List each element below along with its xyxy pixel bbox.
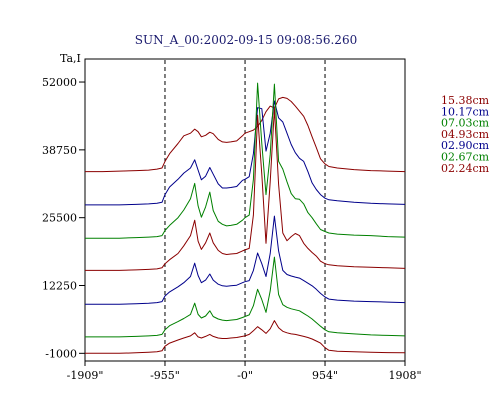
series-line-6 <box>85 256 406 338</box>
x-axis: -1909" -955" -0" 954" 1908" <box>67 361 422 382</box>
x-tick-label: 1908" <box>388 369 421 382</box>
series-line-4 <box>85 108 406 271</box>
y-tick-label: 25500 <box>42 212 77 225</box>
series-line-1 <box>85 96 406 173</box>
x-tick-label: -0" <box>237 369 253 382</box>
series-lines <box>85 82 406 354</box>
x-tick-label: -955" <box>150 369 180 382</box>
series-line-3 <box>85 82 406 239</box>
x-tick-label: 954" <box>312 369 338 382</box>
legend-entry: 10.17cm <box>441 105 490 118</box>
legend-entry: 07.03cm <box>441 117 490 130</box>
legend-entry: 02.90cm <box>441 139 490 152</box>
legend-entry: 02.67cm <box>441 151 490 164</box>
legend-entry: 04.93cm <box>441 128 490 141</box>
legend-entry: 02.24cm <box>441 162 490 175</box>
y-axis: 52000 38750 25500 12250 -1000 <box>42 76 85 360</box>
legend: 15.38cm10.17cm07.03cm04.93cm02.90cm02.67… <box>441 94 490 175</box>
reference-lines <box>164 60 326 361</box>
y-tick-label: -1000 <box>45 347 77 360</box>
series-line-7 <box>85 320 406 354</box>
y-tick-label: 38750 <box>42 144 77 157</box>
y-tick-label: 12250 <box>42 280 77 293</box>
series-line-2 <box>85 100 406 206</box>
legend-entry: 15.38cm <box>441 94 490 107</box>
series-line-5 <box>85 215 406 305</box>
y-axis-label: Ta,I <box>60 52 81 65</box>
chart-title: SUN_A_00:2002-09-15 09:08:56.260 <box>135 33 357 47</box>
x-tick-label: -1909" <box>67 369 104 382</box>
y-tick-label: 52000 <box>42 76 77 89</box>
